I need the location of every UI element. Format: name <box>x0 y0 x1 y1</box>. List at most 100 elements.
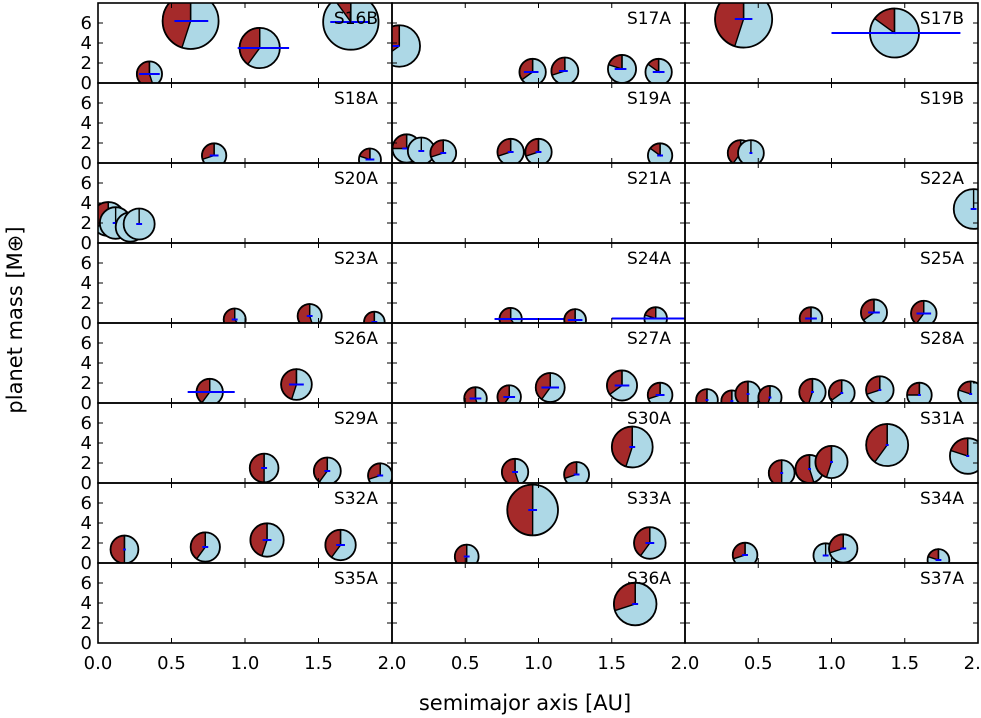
y-tick-label: 4 <box>81 33 92 54</box>
y-tick-label: 0 <box>81 473 92 494</box>
planet-pie-outline <box>109 534 140 563</box>
planet-pie-outline <box>463 386 488 403</box>
y-tick-label: 6 <box>81 253 92 274</box>
panel-content <box>612 581 658 627</box>
planet-marker <box>453 543 480 563</box>
planet-marker <box>518 57 547 83</box>
planet-marker <box>646 381 674 403</box>
planet-marker <box>161 3 220 50</box>
planet-pie-outline <box>135 60 163 83</box>
planet-marker <box>906 381 933 403</box>
planet-marker <box>865 375 895 403</box>
planet-marker <box>949 437 978 475</box>
planet-marker <box>611 306 685 323</box>
panel-label: S20A <box>334 169 378 189</box>
planet-pie-outline <box>312 456 342 483</box>
planet-marker <box>312 456 342 483</box>
planet-pie-outline <box>757 385 783 403</box>
panel-content <box>695 375 978 403</box>
planet-marker <box>248 452 280 483</box>
planet-pie-outline <box>189 531 221 563</box>
y-axis-label: planet mass [M⊕] <box>3 226 27 413</box>
planet-pie-outline <box>363 310 386 323</box>
y-tick-label: 2 <box>81 213 92 234</box>
panel-content <box>494 306 685 323</box>
panel-content <box>392 24 673 83</box>
y-tick-label: 0 <box>81 553 92 574</box>
planet-marker <box>695 388 719 403</box>
y-tick-label: 4 <box>81 433 92 454</box>
panel-content <box>731 533 951 563</box>
planet-marker <box>952 188 978 230</box>
x-tick-label: 1.0 <box>524 653 553 674</box>
y-tick-label: 4 <box>81 593 92 614</box>
panel-label: S16B <box>334 9 378 29</box>
planet-pie-outline <box>392 24 421 68</box>
planet-marker <box>249 522 285 558</box>
planet-pie-outline <box>249 522 285 558</box>
planet-pie-outline <box>429 139 458 163</box>
planet-marker <box>324 528 357 562</box>
y-tick-label: 2 <box>81 453 92 474</box>
planet-marker <box>767 459 796 483</box>
planet-marker <box>644 57 673 83</box>
panel-label: S37A <box>920 569 964 589</box>
planet-pie-outline <box>647 142 674 163</box>
panel-s36a: S36A 0.5 1.0 1.5 2.0 <box>391 562 699 674</box>
panel-s21a: S21A <box>391 162 686 244</box>
planet-marker <box>714 3 774 49</box>
planet-marker <box>828 533 859 563</box>
planet-pie-outline <box>714 3 774 49</box>
planet-marker <box>633 526 667 560</box>
planet-pie-outline <box>550 56 580 83</box>
panel-label: S17B <box>920 9 964 29</box>
y-tick-label: 4 <box>81 513 92 534</box>
y-tick-label: 4 <box>81 193 92 214</box>
planet-marker <box>296 303 323 323</box>
planet-pie-outline <box>367 462 392 483</box>
panel-label: S35A <box>334 569 378 589</box>
x-tick-label: 0.5 <box>744 653 773 674</box>
panel-content <box>453 483 667 563</box>
y-tick-label: 0 <box>81 73 92 94</box>
planet-marker <box>222 307 247 323</box>
planet-marker <box>322 3 380 51</box>
planet-marker <box>731 541 759 563</box>
x-tick-label: 1.5 <box>597 653 626 674</box>
planet-marker <box>463 386 488 403</box>
y-tick-label: 0 <box>81 633 92 654</box>
y-tick-label: 0 <box>81 393 92 414</box>
planet-marker <box>612 581 658 627</box>
planet-marker <box>563 461 590 483</box>
panel-label: S19B <box>920 89 964 109</box>
planet-pie-outline <box>222 307 247 323</box>
planet-marker <box>237 26 290 70</box>
x-tick-label: 1.5 <box>890 653 919 674</box>
panel-label: S22A <box>920 169 964 189</box>
planet-marker <box>610 425 654 469</box>
panel-s19b: S19B <box>684 82 979 164</box>
planet-marker <box>563 308 587 323</box>
planet-marker <box>496 137 525 163</box>
planet-pie-outline <box>506 483 559 537</box>
planet-pie-outline <box>518 57 547 83</box>
panel-label: S25A <box>920 249 964 269</box>
panel-s37a: S37A 0.5 1.0 1.5 2.0 <box>684 562 981 674</box>
panel-label: S30A <box>627 409 671 429</box>
panel-label: S21A <box>627 169 671 189</box>
panel-label: S32A <box>334 489 378 509</box>
panel-content <box>463 369 674 403</box>
planet-marker <box>798 377 827 403</box>
panel-content <box>767 423 978 483</box>
planet-pie-outline <box>201 142 228 163</box>
planet-marker <box>429 139 458 163</box>
planet-pie-outline <box>453 543 480 563</box>
planet-pie-outline <box>296 303 323 323</box>
planet-marker <box>367 462 392 483</box>
planet-marker <box>831 7 961 59</box>
planet-pie-outline <box>827 379 856 403</box>
planet-pie-rest <box>953 189 978 229</box>
